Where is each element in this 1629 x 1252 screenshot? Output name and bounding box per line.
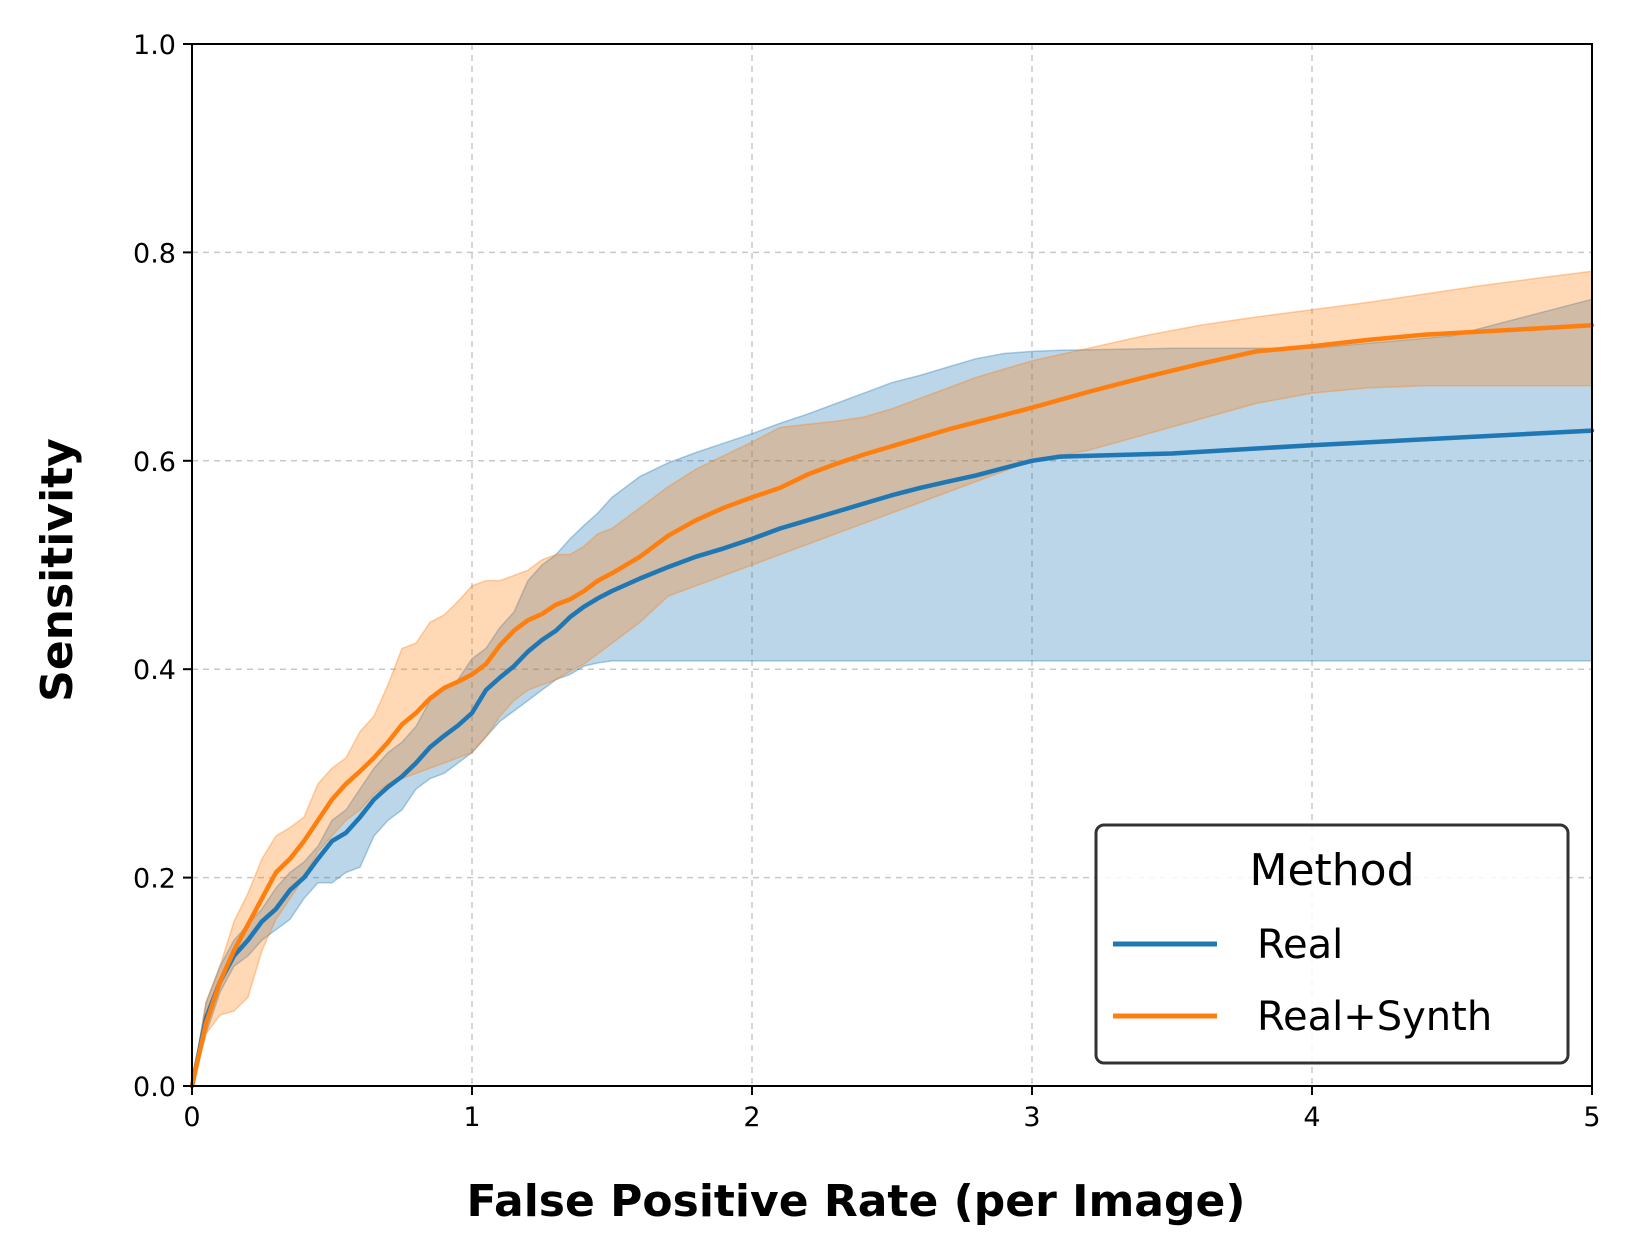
x-tick-label-5: 5 (1583, 1102, 1600, 1133)
line-real-synth (189, 323, 1595, 1089)
plot-frame (191, 43, 1593, 1087)
series-lines (189, 323, 1595, 1089)
x-tick-label-0: 0 (183, 1102, 200, 1133)
y-tick-label-5: 1.0 (133, 30, 176, 61)
y-tick-label-0: 0.0 (133, 1072, 176, 1103)
y-tick-label-2: 0.4 (133, 655, 176, 686)
line-real (189, 428, 1595, 1089)
y-axis-ticks: 0.0 0.2 0.4 0.6 0.8 1.0 (133, 30, 192, 1103)
legend-label-real: Real (1257, 922, 1343, 968)
x-tick-label-3: 3 (1023, 1102, 1040, 1133)
y-tick-label-4: 0.8 (133, 238, 176, 269)
legend-title: Method (1249, 845, 1414, 896)
x-axis-title: False Positive Rate (per Image) (467, 1176, 1246, 1227)
x-tick-label-1: 1 (463, 1102, 480, 1133)
x-axis-ticks: 0 1 2 3 4 5 (183, 1086, 1601, 1133)
y-tick-label-1: 0.2 (133, 864, 176, 895)
x-tick-label-4: 4 (1303, 1102, 1320, 1133)
x-tick-label-2: 2 (743, 1102, 760, 1133)
legend-label-real-synth: Real+Synth (1257, 994, 1492, 1040)
legend: Method Real Real+Synth (1094, 823, 1570, 1065)
legend-box (1094, 823, 1570, 1065)
y-axis-title: Sensitivity (32, 438, 83, 702)
y-tick-label-3: 0.6 (133, 447, 176, 478)
grid-lines (192, 44, 1592, 1086)
